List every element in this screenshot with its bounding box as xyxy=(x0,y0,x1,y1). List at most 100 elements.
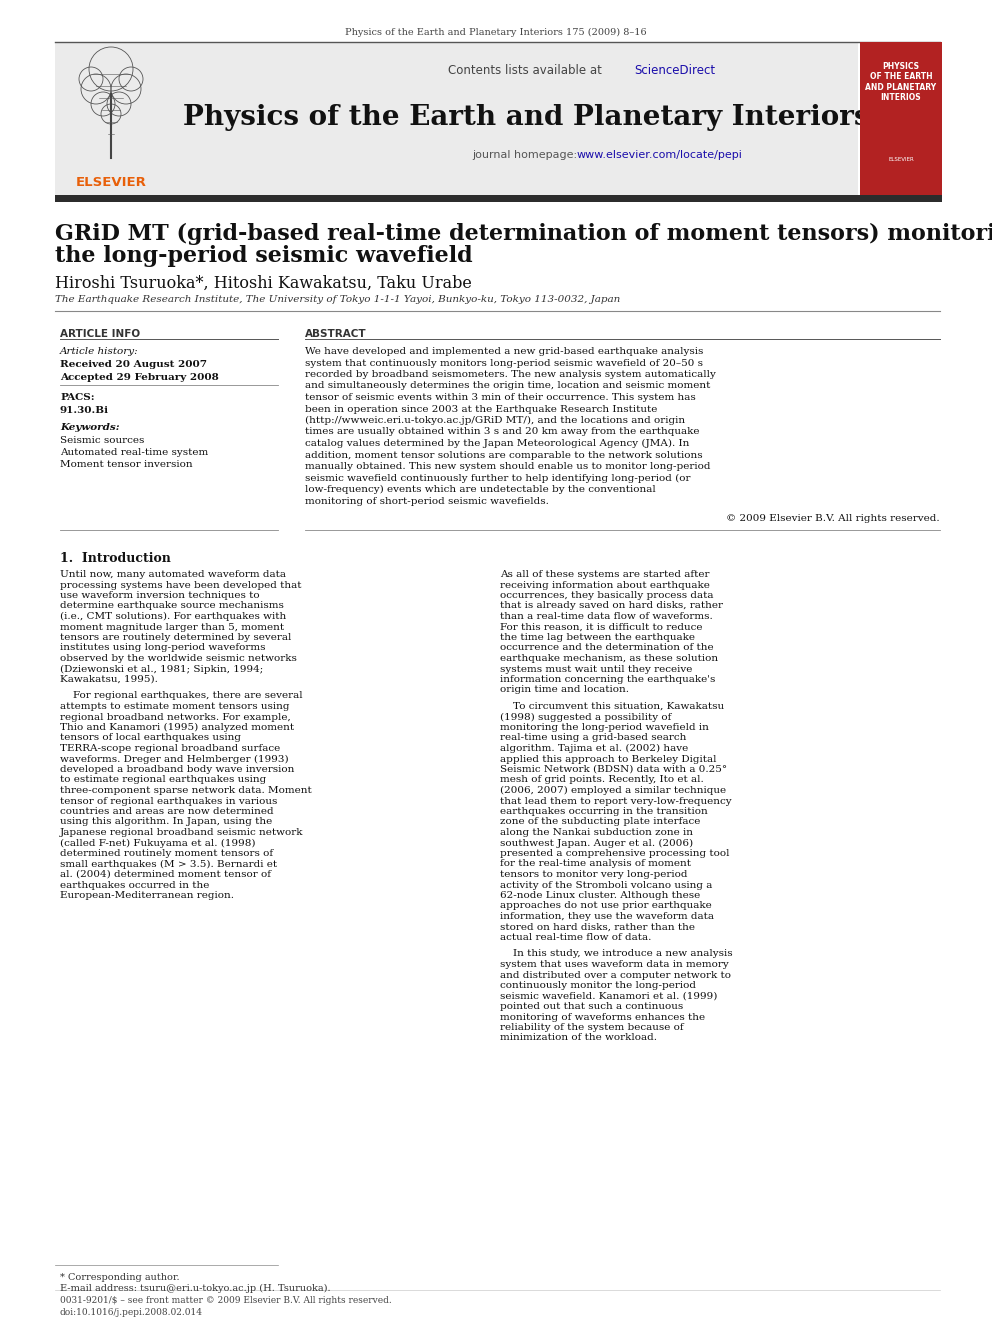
Text: For regional earthquakes, there are several: For regional earthquakes, there are seve… xyxy=(60,692,303,700)
Text: determine earthquake source mechanisms: determine earthquake source mechanisms xyxy=(60,602,284,610)
Text: system that continuously monitors long-period seismic wavefield of 20–50 s: system that continuously monitors long-p… xyxy=(305,359,703,368)
Text: system that uses waveform data in memory: system that uses waveform data in memory xyxy=(500,960,729,968)
Text: earthquakes occurred in the: earthquakes occurred in the xyxy=(60,881,209,889)
Text: We have developed and implemented a new grid-based earthquake analysis: We have developed and implemented a new … xyxy=(305,347,703,356)
Text: three-component sparse network data. Moment: three-component sparse network data. Mom… xyxy=(60,786,311,795)
Text: Physics of the Earth and Planetary Interiors 175 (2009) 8–16: Physics of the Earth and Planetary Inter… xyxy=(345,28,647,37)
Text: developed a broadband body wave inversion: developed a broadband body wave inversio… xyxy=(60,765,295,774)
Text: use waveform inversion techniques to: use waveform inversion techniques to xyxy=(60,591,260,601)
Text: moment magnitude larger than 5, moment: moment magnitude larger than 5, moment xyxy=(60,623,284,631)
Text: attempts to estimate moment tensors using: attempts to estimate moment tensors usin… xyxy=(60,703,290,710)
Text: the long-period seismic wavefield: the long-period seismic wavefield xyxy=(55,245,472,267)
Text: TERRA-scope regional broadband surface: TERRA-scope regional broadband surface xyxy=(60,744,281,753)
Text: ARTICLE INFO: ARTICLE INFO xyxy=(60,329,140,339)
Text: actual real-time flow of data.: actual real-time flow of data. xyxy=(500,933,652,942)
Text: The Earthquake Research Institute, The University of Tokyo 1-1-1 Yayoi, Bunkyo-k: The Earthquake Research Institute, The U… xyxy=(55,295,620,304)
Text: to estimate regional earthquakes using: to estimate regional earthquakes using xyxy=(60,775,266,785)
Text: approaches do not use prior earthquake: approaches do not use prior earthquake xyxy=(500,901,711,910)
Text: Kawakatsu, 1995).: Kawakatsu, 1995). xyxy=(60,675,158,684)
Text: 1.  Introduction: 1. Introduction xyxy=(60,552,171,565)
Text: regional broadband networks. For example,: regional broadband networks. For example… xyxy=(60,713,291,721)
Text: along the Nankai subduction zone in: along the Nankai subduction zone in xyxy=(500,828,693,837)
Text: countries and areas are now determined: countries and areas are now determined xyxy=(60,807,274,816)
Text: Article history:: Article history: xyxy=(60,347,139,356)
Text: For this reason, it is difficult to reduce: For this reason, it is difficult to redu… xyxy=(500,623,702,631)
Text: monitoring of short-period seismic wavefields.: monitoring of short-period seismic wavef… xyxy=(305,496,549,505)
Text: Automated real-time system: Automated real-time system xyxy=(60,448,208,456)
Text: recorded by broadband seismometers. The new analysis system automatically: recorded by broadband seismometers. The … xyxy=(305,370,716,378)
Text: 0031-9201/$ – see front matter © 2009 Elsevier B.V. All rights reserved.: 0031-9201/$ – see front matter © 2009 El… xyxy=(60,1297,392,1304)
Text: low-frequency) events which are undetectable by the conventional: low-frequency) events which are undetect… xyxy=(305,486,656,493)
Text: As all of these systems are started after: As all of these systems are started afte… xyxy=(500,570,709,579)
Text: doi:10.1016/j.pepi.2008.02.014: doi:10.1016/j.pepi.2008.02.014 xyxy=(60,1308,203,1316)
Text: seismic wavefield continuously further to help identifying long-period (or: seismic wavefield continuously further t… xyxy=(305,474,690,483)
Text: pointed out that such a continuous: pointed out that such a continuous xyxy=(500,1002,683,1011)
Text: small earthquakes (M > 3.5). Bernardi et: small earthquakes (M > 3.5). Bernardi et xyxy=(60,860,277,869)
Text: monitoring of waveforms enhances the: monitoring of waveforms enhances the xyxy=(500,1012,705,1021)
Bar xyxy=(55,194,942,202)
Text: Until now, many automated waveform data: Until now, many automated waveform data xyxy=(60,570,286,579)
Text: * Corresponding author.: * Corresponding author. xyxy=(60,1273,180,1282)
Text: PHYSICS
OF THE EARTH
AND PLANETARY
INTERIOS: PHYSICS OF THE EARTH AND PLANETARY INTER… xyxy=(865,62,936,102)
Text: Received 20 August 2007: Received 20 August 2007 xyxy=(60,360,207,369)
Text: information, they use the waveform data: information, they use the waveform data xyxy=(500,912,714,921)
Bar xyxy=(860,42,942,194)
Text: (2006, 2007) employed a similar technique: (2006, 2007) employed a similar techniqu… xyxy=(500,786,726,795)
Text: and simultaneously determines the origin time, location and seismic moment: and simultaneously determines the origin… xyxy=(305,381,710,390)
Text: © 2009 Elsevier B.V. All rights reserved.: © 2009 Elsevier B.V. All rights reserved… xyxy=(726,515,940,523)
Text: E-mail address: tsuru@eri.u-tokyo.ac.jp (H. Tsuruoka).: E-mail address: tsuru@eri.u-tokyo.ac.jp … xyxy=(60,1285,330,1293)
Text: Physics of the Earth and Planetary Interiors: Physics of the Earth and Planetary Inter… xyxy=(184,105,870,131)
Text: using this algorithm. In Japan, using the: using this algorithm. In Japan, using th… xyxy=(60,818,272,827)
Text: earthquakes occurring in the transition: earthquakes occurring in the transition xyxy=(500,807,707,816)
Text: observed by the worldwide seismic networks: observed by the worldwide seismic networ… xyxy=(60,654,297,663)
Text: ScienceDirect: ScienceDirect xyxy=(635,64,715,77)
Text: continuously monitor the long-period: continuously monitor the long-period xyxy=(500,980,696,990)
Bar xyxy=(55,42,858,194)
Text: that lead them to report very-low-frequency: that lead them to report very-low-freque… xyxy=(500,796,732,806)
Text: institutes using long-period waveforms: institutes using long-period waveforms xyxy=(60,643,266,652)
Text: www.elsevier.com/locate/pepi: www.elsevier.com/locate/pepi xyxy=(576,149,742,160)
Text: tensors to monitor very long-period: tensors to monitor very long-period xyxy=(500,871,687,878)
Text: Moment tensor inversion: Moment tensor inversion xyxy=(60,460,192,468)
Text: European-Mediterranean region.: European-Mediterranean region. xyxy=(60,890,234,900)
Text: monitoring the long-period wavefield in: monitoring the long-period wavefield in xyxy=(500,722,709,732)
Text: information concerning the earthquake's: information concerning the earthquake's xyxy=(500,675,715,684)
Text: (http://wwweic.eri.u-tokyo.ac.jp/GRiD MT/), and the locations and origin: (http://wwweic.eri.u-tokyo.ac.jp/GRiD MT… xyxy=(305,415,685,425)
Text: Keywords:: Keywords: xyxy=(60,423,120,433)
Text: that is already saved on hard disks, rather: that is already saved on hard disks, rat… xyxy=(500,602,723,610)
Text: Accepted 29 February 2008: Accepted 29 February 2008 xyxy=(60,373,219,382)
Text: reliability of the system because of: reliability of the system because of xyxy=(500,1023,683,1032)
Text: GRiD MT (grid-based real-time determination of moment tensors) monitoring: GRiD MT (grid-based real-time determinat… xyxy=(55,224,992,245)
Text: southwest Japan. Auger et al. (2006): southwest Japan. Auger et al. (2006) xyxy=(500,839,693,848)
Text: receiving information about earthquake: receiving information about earthquake xyxy=(500,581,710,590)
Text: algorithm. Tajima et al. (2002) have: algorithm. Tajima et al. (2002) have xyxy=(500,744,688,753)
Text: ELSEVIER: ELSEVIER xyxy=(888,157,914,161)
Text: presented a comprehensive processing tool: presented a comprehensive processing too… xyxy=(500,849,729,859)
Text: Hiroshi Tsuruoka*, Hitoshi Kawakatsu, Taku Urabe: Hiroshi Tsuruoka*, Hitoshi Kawakatsu, Ta… xyxy=(55,275,472,292)
Text: al. (2004) determined moment tensor of: al. (2004) determined moment tensor of xyxy=(60,871,271,878)
Text: Contents lists available at: Contents lists available at xyxy=(447,64,605,77)
Text: 62-node Linux cluster. Although these: 62-node Linux cluster. Although these xyxy=(500,890,700,900)
Text: seismic wavefield. Kanamori et al. (1999): seismic wavefield. Kanamori et al. (1999… xyxy=(500,991,717,1000)
Text: ABSTRACT: ABSTRACT xyxy=(305,329,367,339)
Text: determined routinely moment tensors of: determined routinely moment tensors of xyxy=(60,849,273,859)
Text: activity of the Stromboli volcano using a: activity of the Stromboli volcano using … xyxy=(500,881,712,889)
Text: than a real-time data flow of waveforms.: than a real-time data flow of waveforms. xyxy=(500,613,712,620)
Text: stored on hard disks, rather than the: stored on hard disks, rather than the xyxy=(500,922,695,931)
Text: catalog values determined by the Japan Meteorological Agency (JMA). In: catalog values determined by the Japan M… xyxy=(305,439,689,448)
Text: (Dziewonski et al., 1981; Sipkin, 1994;: (Dziewonski et al., 1981; Sipkin, 1994; xyxy=(60,664,263,673)
Text: been in operation since 2003 at the Earthquake Research Institute: been in operation since 2003 at the Eart… xyxy=(305,405,658,414)
Text: ELSEVIER: ELSEVIER xyxy=(75,176,147,189)
Text: Seismic Network (BDSN) data with a 0.25°: Seismic Network (BDSN) data with a 0.25° xyxy=(500,765,727,774)
Text: journal homepage:: journal homepage: xyxy=(472,149,580,160)
Text: mesh of grid points. Recently, Ito et al.: mesh of grid points. Recently, Ito et al… xyxy=(500,775,703,785)
Text: tensor of regional earthquakes in various: tensor of regional earthquakes in variou… xyxy=(60,796,278,806)
Text: (1998) suggested a possibility of: (1998) suggested a possibility of xyxy=(500,713,672,721)
Text: Seismic sources: Seismic sources xyxy=(60,437,145,445)
Text: manually obtained. This new system should enable us to monitor long-period: manually obtained. This new system shoul… xyxy=(305,462,710,471)
Text: zone of the subducting plate interface: zone of the subducting plate interface xyxy=(500,818,700,827)
Text: 91.30.Bi: 91.30.Bi xyxy=(60,406,109,415)
Text: tensors of local earthquakes using: tensors of local earthquakes using xyxy=(60,733,241,742)
Text: Japanese regional broadband seismic network: Japanese regional broadband seismic netw… xyxy=(60,828,304,837)
Text: the time lag between the earthquake: the time lag between the earthquake xyxy=(500,632,695,642)
